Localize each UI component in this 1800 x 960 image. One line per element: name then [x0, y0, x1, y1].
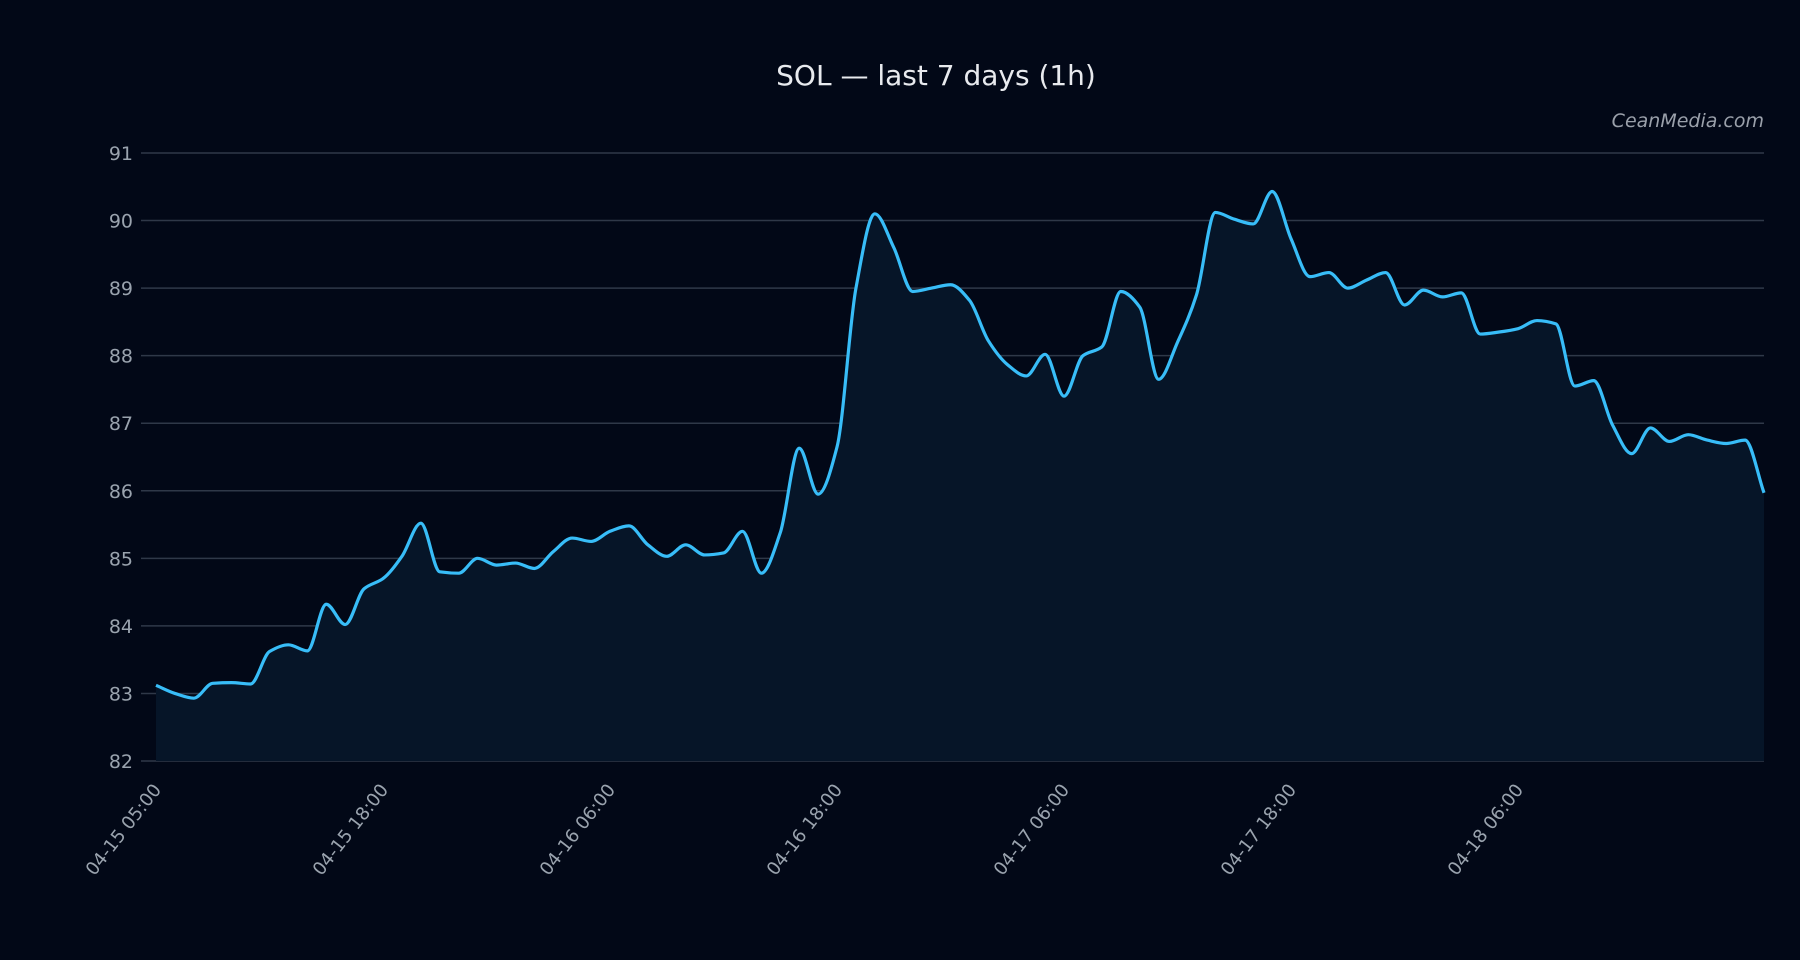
- y-tick-label: 89: [109, 278, 133, 300]
- y-axis: 82 83 84 85 86 87 88 89 90 91: [109, 143, 133, 773]
- chart-title: SOL — last 7 days (1h): [776, 59, 1096, 92]
- y-tick-label: 85: [109, 548, 133, 570]
- y-tick-label: 90: [109, 211, 133, 233]
- x-tick-label: 04-17 06:00: [990, 780, 1074, 880]
- y-tick-label: 91: [109, 143, 133, 165]
- y-tick-label: 84: [109, 616, 133, 638]
- price-line: [155, 189, 1766, 700]
- x-tick-label: 04-15 05:00: [82, 780, 166, 880]
- y-tick-label: 88: [109, 346, 133, 368]
- y-tick-label: 87: [109, 413, 133, 435]
- x-tick-label: 04-18 06:00: [1444, 780, 1528, 880]
- x-tick-label: 04-17 18:00: [1217, 780, 1301, 880]
- x-tick-label: 04-15 18:00: [309, 780, 393, 880]
- x-tick-label: 04-16 18:00: [763, 780, 847, 880]
- watermark: CeanMedia.com: [1612, 110, 1764, 132]
- x-axis: 04-15 05:00 04-15 18:00 04-16 06:00 04-16 1…: [82, 780, 1528, 880]
- y-tick-label: 86: [109, 481, 133, 503]
- x-tick-label: 04-16 06:00: [536, 780, 620, 880]
- y-tick-label: 83: [109, 683, 133, 705]
- y-tick-label: 82: [109, 751, 133, 773]
- price-area-fill: [156, 191, 1764, 762]
